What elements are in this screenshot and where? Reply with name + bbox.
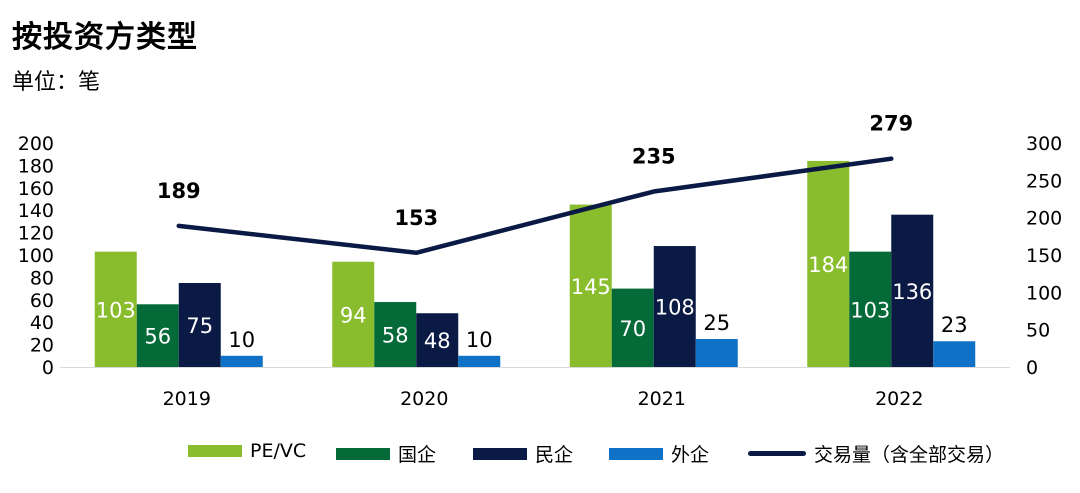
bar-data-label: 184 bbox=[808, 253, 848, 277]
bar bbox=[611, 288, 654, 367]
line-series-total bbox=[176, 156, 894, 256]
bar-data-label: 108 bbox=[655, 296, 695, 320]
y-right-tick-label: 100 bbox=[1026, 282, 1062, 304]
bar-data-label: 10 bbox=[466, 328, 493, 352]
line-data-label: 153 bbox=[394, 206, 438, 230]
y-right-tick-label: 200 bbox=[1026, 208, 1062, 230]
legend-item-pe-vc: PE/VC bbox=[188, 440, 306, 462]
x-tick-label: 2019 bbox=[163, 388, 211, 410]
bar bbox=[458, 355, 501, 367]
y-right-tick-label: 50 bbox=[1026, 320, 1050, 342]
bar bbox=[695, 339, 738, 367]
bar bbox=[569, 204, 612, 367]
bar-data-label: 103 bbox=[850, 298, 890, 322]
bar-data-label: 70 bbox=[619, 317, 646, 341]
legend-label-private: 民企 bbox=[535, 444, 574, 466]
bar-data-label: 75 bbox=[186, 314, 213, 338]
bar bbox=[849, 251, 892, 367]
legend-item-total: 交易量（含全部交易） bbox=[748, 440, 1004, 467]
y-right-tick-label: 150 bbox=[1026, 245, 1062, 267]
bar bbox=[220, 355, 263, 367]
line-data-label: 189 bbox=[157, 179, 201, 203]
y-left-tick-label: 0 bbox=[42, 357, 54, 379]
y-left-tick-label: 100 bbox=[18, 245, 54, 267]
legend-item-foreign: 外企 bbox=[609, 440, 709, 467]
legend-label-total: 交易量（含全部交易） bbox=[814, 444, 1005, 466]
bar bbox=[94, 251, 137, 367]
legend-swatch-private bbox=[473, 447, 527, 460]
x-tick-label: 2021 bbox=[638, 388, 686, 410]
bar-data-label: 48 bbox=[424, 329, 451, 353]
y-right-tick-label: 250 bbox=[1026, 170, 1062, 192]
y-left-tick-label: 40 bbox=[30, 312, 54, 334]
y-left-tick-label: 160 bbox=[18, 178, 54, 200]
bar bbox=[136, 304, 179, 367]
y-left-tick-label: 20 bbox=[30, 335, 54, 357]
legend-label-foreign: 外企 bbox=[671, 444, 710, 466]
y-right-tick-label: 0 bbox=[1026, 357, 1038, 379]
x-tick-label: 2020 bbox=[400, 388, 448, 410]
bar bbox=[332, 261, 375, 367]
bar bbox=[807, 160, 850, 367]
combo-bar-line-chart: 0204060801001201401601802000501001502002… bbox=[18, 112, 1063, 410]
bar-data-label: 136 bbox=[892, 280, 932, 304]
bar-data-label: 58 bbox=[382, 324, 409, 348]
bar bbox=[178, 283, 221, 367]
y-left-tick-label: 120 bbox=[18, 223, 54, 245]
bar bbox=[374, 302, 417, 367]
bar-data-label: 145 bbox=[571, 275, 611, 299]
bar bbox=[416, 313, 459, 367]
bar-data-label: 56 bbox=[144, 325, 171, 349]
chart-title: 按投资方类型 bbox=[12, 20, 198, 55]
y-right-tick-label: 300 bbox=[1026, 133, 1062, 155]
legend-swatch-total bbox=[748, 451, 806, 456]
y-left-tick-label: 200 bbox=[18, 133, 54, 155]
legend-item-private: 民企 bbox=[473, 440, 573, 467]
bar-data-label: 25 bbox=[703, 311, 730, 335]
legend-swatch-soe bbox=[336, 447, 390, 460]
line-data-label: 235 bbox=[632, 145, 676, 169]
y-left-tick-label: 80 bbox=[30, 267, 54, 289]
legend-swatch-foreign bbox=[609, 447, 663, 460]
unit-label: 单位：笔 bbox=[12, 70, 101, 95]
y-left-tick-label: 60 bbox=[30, 290, 54, 312]
bar-data-label: 94 bbox=[340, 303, 367, 327]
legend: PE/VC 国企 民企 外企 交易量（含全部交易） bbox=[0, 440, 1080, 468]
y-left-tick-label: 180 bbox=[18, 155, 54, 177]
legend-item-soe: 国企 bbox=[336, 440, 436, 467]
bar-data-label: 103 bbox=[96, 298, 136, 322]
legend-label-soe: 国企 bbox=[398, 444, 437, 466]
legend-label-pe-vc: PE/VC bbox=[250, 440, 307, 462]
legend-swatch-pe-vc bbox=[188, 445, 242, 457]
y-left-tick-label: 140 bbox=[18, 200, 54, 222]
bar bbox=[933, 341, 976, 367]
bar bbox=[653, 246, 696, 367]
bar-data-label: 23 bbox=[941, 313, 968, 337]
bar-data-label: 10 bbox=[228, 328, 255, 352]
line-data-label: 279 bbox=[869, 112, 913, 136]
x-tick-label: 2022 bbox=[875, 388, 923, 410]
bar bbox=[891, 214, 934, 367]
